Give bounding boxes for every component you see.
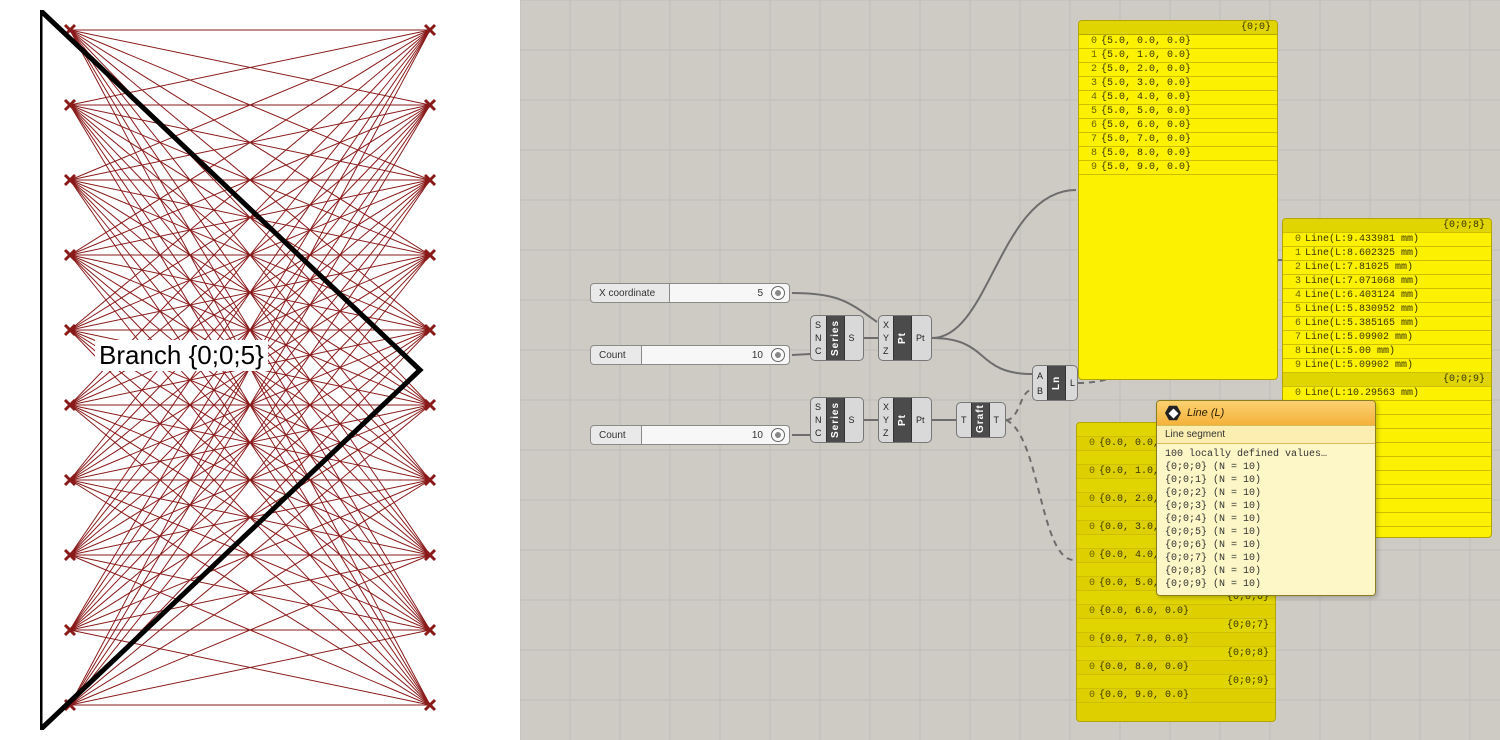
slider-count2[interactable]: Count 10: [590, 425, 790, 445]
slider-label: Count: [590, 425, 642, 445]
slider-value: 5: [757, 288, 763, 299]
port-in[interactable]: Z: [883, 427, 889, 439]
slider-handle-icon[interactable]: [771, 428, 785, 442]
line-icon: [1165, 405, 1181, 421]
port-in[interactable]: Z: [883, 345, 889, 357]
slider-value: 10: [752, 430, 763, 441]
panel-row: 0Line(L:9.433981 mm): [1283, 233, 1491, 247]
port-in[interactable]: N: [815, 414, 822, 426]
component-series[interactable]: SNCSeriesS: [810, 315, 864, 361]
component-core-label: Series: [826, 316, 845, 360]
panel-row: 6Line(L:5.385165 mm): [1283, 317, 1491, 331]
panel-row: 9Line(L:5.09902 mm): [1283, 359, 1491, 373]
port-in[interactable]: X: [883, 401, 889, 413]
panel-row: 7Line(L:5.09902 mm): [1283, 331, 1491, 345]
port-out[interactable]: S: [849, 332, 855, 344]
panel-row: 0{0.0, 7.0, 0.0}: [1077, 633, 1275, 647]
slider-track[interactable]: 10: [642, 425, 790, 445]
port-out[interactable]: Pt: [916, 332, 925, 344]
component-core-label: Pt: [893, 398, 912, 442]
panel-row: 1Line(L:8.602325 mm): [1283, 247, 1491, 261]
component-pt[interactable]: XYZ Pt Pt: [878, 397, 932, 443]
component-core-label: Series: [826, 398, 845, 442]
port-in[interactable]: C: [815, 345, 822, 357]
port-in[interactable]: N: [815, 332, 822, 344]
panel-branch-header: {0;0;9}: [1283, 373, 1491, 387]
port-in[interactable]: S: [815, 319, 822, 331]
branch-label: Branch {0;0;5}: [95, 340, 268, 371]
panel-row: 0{0.0, 9.0, 0.0}: [1077, 689, 1275, 703]
left-diagram: Branch {0;0;5}: [0, 0, 500, 740]
tooltip-subtitle: Line segment: [1157, 425, 1375, 444]
panel-row: 0{5.0, 0.0, 0.0}: [1079, 35, 1277, 49]
slider-value: 10: [752, 350, 763, 361]
panel-row: 8{5.0, 8.0, 0.0}: [1079, 147, 1277, 161]
panel-row: 2{5.0, 2.0, 0.0}: [1079, 63, 1277, 77]
panel-row: 5{5.0, 5.0, 0.0}: [1079, 105, 1277, 119]
slider-handle-icon[interactable]: [771, 348, 785, 362]
slider-track[interactable]: 5: [670, 283, 790, 303]
panel-row: 2Line(L:7.81025 mm): [1283, 261, 1491, 275]
port-out[interactable]: T: [994, 414, 1000, 426]
component-ln[interactable]: AB Ln L: [1032, 365, 1078, 401]
panel-row: 0Line(L:10.29563 mm): [1283, 387, 1491, 401]
panel-branch-header: {0;0;7}: [1077, 619, 1275, 633]
port-out[interactable]: Pt: [916, 414, 925, 426]
component-core-label: Graft: [971, 403, 990, 437]
panel-row: 3{5.0, 3.0, 0.0}: [1079, 77, 1277, 91]
panel-row: 7{5.0, 7.0, 0.0}: [1079, 133, 1277, 147]
port-in[interactable]: A: [1037, 370, 1043, 382]
panel-branch-header: {0;0;8}: [1283, 219, 1491, 233]
port-in[interactable]: Y: [883, 332, 889, 344]
port-out[interactable]: L: [1070, 377, 1075, 389]
slider-track[interactable]: 10: [642, 345, 790, 365]
slider-handle-icon[interactable]: [771, 286, 785, 300]
panel-points-a[interactable]: {0;0}0{5.0, 0.0, 0.0}1{5.0, 1.0, 0.0}2{5…: [1078, 20, 1278, 380]
panel-branch-header: {0;0;8}: [1077, 647, 1275, 661]
component-core-label: Ln: [1047, 366, 1066, 400]
port-in[interactable]: X: [883, 319, 889, 331]
panel-row: 8Line(L:5.00 mm): [1283, 345, 1491, 359]
panel-row: 6{5.0, 6.0, 0.0}: [1079, 119, 1277, 133]
component-graft[interactable]: T Graft T: [956, 402, 1006, 438]
panel-header: {0;0}: [1079, 21, 1277, 35]
slider-label: Count: [590, 345, 642, 365]
slider-label: X coordinate: [590, 283, 670, 303]
port-in[interactable]: Y: [883, 414, 889, 426]
port-out[interactable]: S: [849, 414, 855, 426]
tooltip-body: 100 locally defined values…{0;0;0} (N = …: [1157, 444, 1375, 595]
tooltip-line-output: Line (L) Line segment 100 locally define…: [1156, 400, 1376, 596]
port-in[interactable]: S: [815, 401, 822, 413]
port-in[interactable]: T: [961, 414, 967, 426]
panel-row: 0{0.0, 8.0, 0.0}: [1077, 661, 1275, 675]
panel-row: 5Line(L:5.830952 mm): [1283, 303, 1491, 317]
panel-row: 0{0.0, 6.0, 0.0}: [1077, 605, 1275, 619]
slider-xcoord[interactable]: X coordinate 5: [590, 283, 790, 303]
component-series[interactable]: SNCSeriesS: [810, 397, 864, 443]
panel-row: 1{5.0, 1.0, 0.0}: [1079, 49, 1277, 63]
component-core-label: Pt: [893, 316, 912, 360]
panel-row: 3Line(L:7.071068 mm): [1283, 275, 1491, 289]
slider-count1[interactable]: Count 10: [590, 345, 790, 365]
panel-row: 9{5.0, 9.0, 0.0}: [1079, 161, 1277, 175]
tooltip-title-text: Line (L): [1187, 407, 1224, 419]
port-in[interactable]: C: [815, 427, 822, 439]
component-pt[interactable]: XYZ Pt Pt: [878, 315, 932, 361]
panel-row: 4{5.0, 4.0, 0.0}: [1079, 91, 1277, 105]
grasshopper-canvas[interactable]: X coordinate 5 Count 10 Count 10 SNCSeri…: [520, 0, 1500, 740]
port-in[interactable]: B: [1037, 385, 1043, 397]
tooltip-title: Line (L): [1157, 401, 1375, 425]
panel-row: 4Line(L:6.403124 mm): [1283, 289, 1491, 303]
panel-branch-header: {0;0;9}: [1077, 675, 1275, 689]
